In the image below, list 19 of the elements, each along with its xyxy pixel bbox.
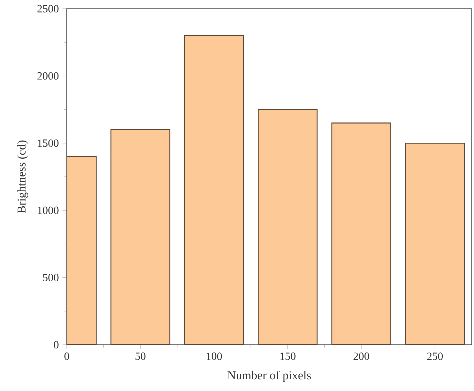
y-tick-label: 2000: [38, 72, 59, 80]
y-tick-label: 0: [54, 341, 59, 349]
x-tick-label: 150: [280, 352, 296, 360]
x-tick-label: 100: [206, 352, 222, 360]
x-axis-title: Number of pixels: [228, 371, 312, 382]
x-tick-label: 50: [136, 352, 146, 360]
x-tick-label: 0: [64, 352, 70, 360]
x-tick-label: 250: [427, 352, 444, 360]
bar: [405, 142, 466, 346]
y-tick-label: 500: [43, 274, 59, 282]
bar: [111, 130, 170, 346]
y-tick-label: 1500: [38, 140, 59, 148]
x-tick-label: 200: [354, 352, 370, 360]
bar: [258, 110, 318, 346]
y-tick-label: 2500: [38, 5, 59, 13]
y-tick-label: 1000: [38, 206, 59, 214]
bar: [184, 36, 244, 346]
bar: [332, 123, 392, 346]
y-axis-title: Brightness (cd): [17, 140, 28, 214]
